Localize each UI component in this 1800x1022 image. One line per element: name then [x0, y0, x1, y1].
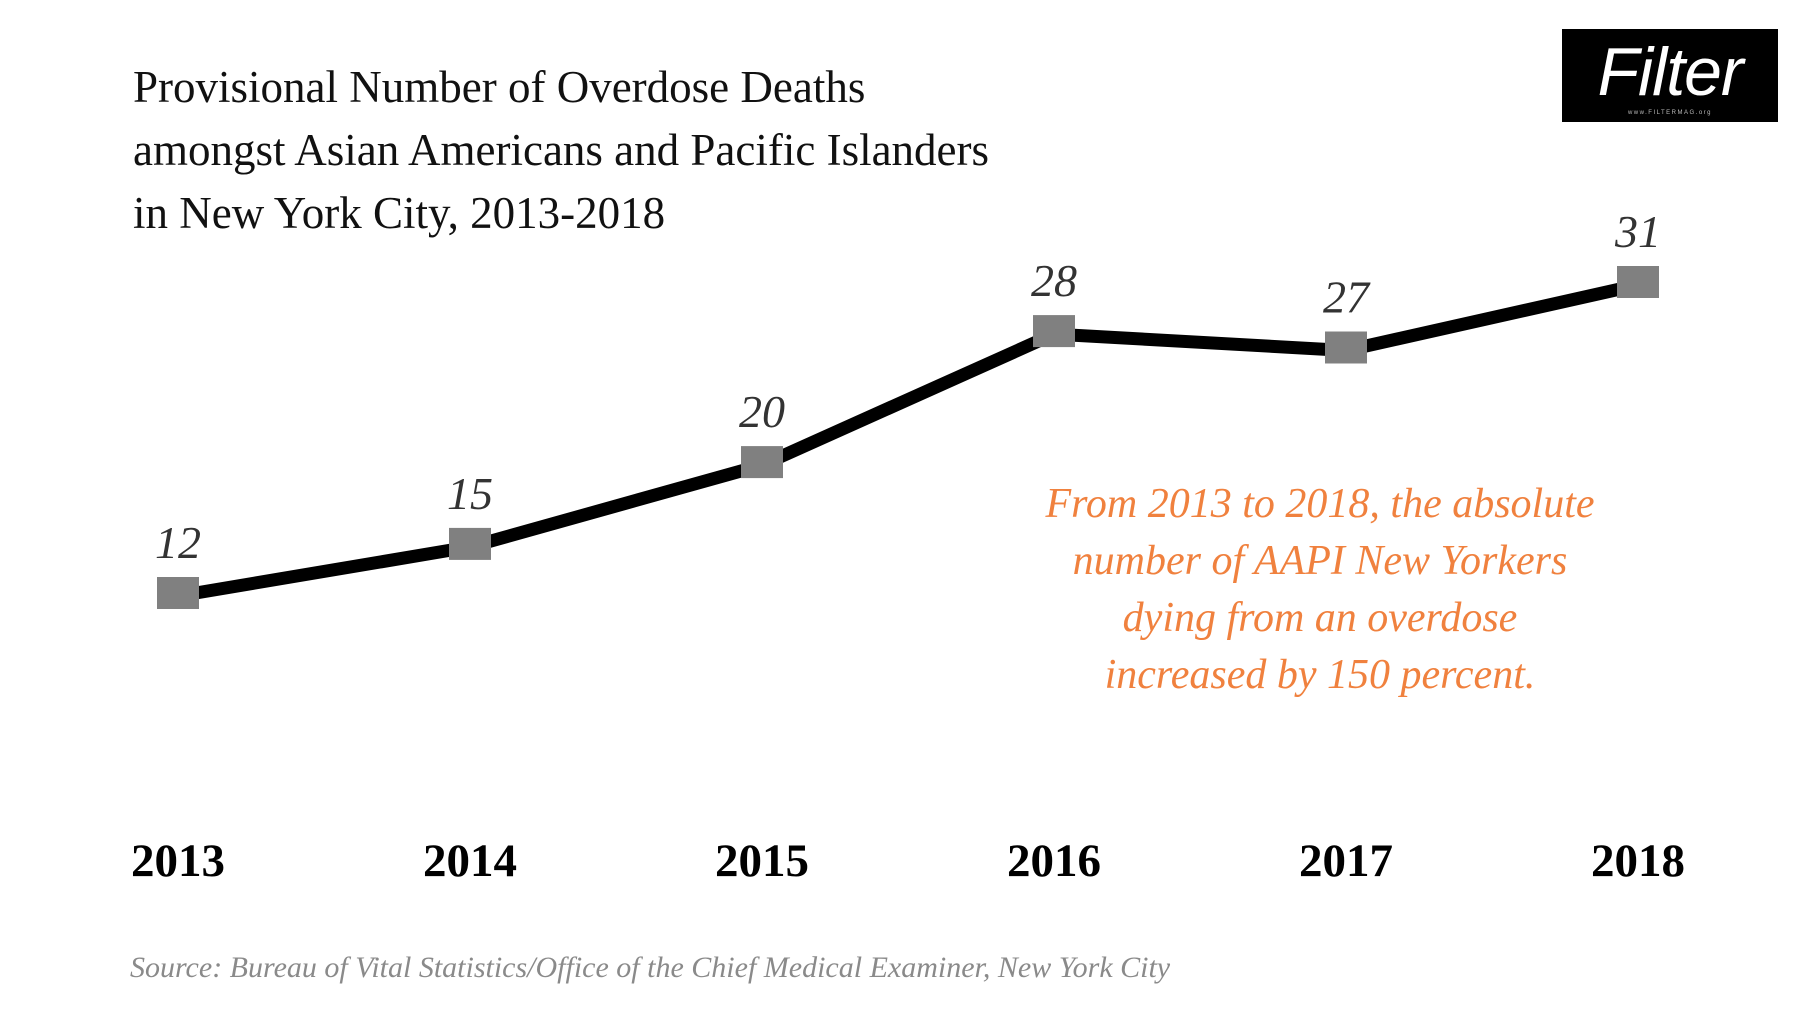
chart-title-line-2: amongst Asian Americans and Pacific Isla… — [133, 125, 990, 175]
x-tick-layer: 2013 2014 2015 2016 2017 2018 — [131, 835, 1685, 887]
data-label-layer: 12 15 20 28 27 31 — [155, 206, 1661, 568]
data-point-2016 — [1033, 315, 1075, 348]
x-tick-label-2017: 2017 — [1299, 835, 1393, 887]
x-tick-label-2018: 2018 — [1591, 835, 1685, 887]
annotation-line-2: number of AAPI New Yorkers — [1072, 538, 1568, 584]
data-point-2014 — [449, 527, 491, 560]
data-label-2015: 20 — [739, 386, 785, 437]
logo-wordmark: Filter — [1597, 34, 1743, 110]
chart-title-line-1: Provisional Number of Overdose Deaths — [133, 62, 866, 112]
series-line-layer — [176, 278, 1640, 603]
data-label-2013: 12 — [155, 517, 201, 568]
x-tick-label-2013: 2013 — [131, 835, 225, 887]
annotation-line-1: From 2013 to 2018, the absolute — [1045, 481, 1595, 527]
data-point-2013 — [157, 577, 199, 609]
annotation-line-3: dying from an overdose — [1122, 595, 1518, 641]
data-point-2015 — [741, 446, 783, 479]
x-tick-label-2016: 2016 — [1007, 835, 1101, 887]
x-tick-label-2015: 2015 — [715, 835, 809, 887]
data-label-2016: 28 — [1031, 255, 1077, 306]
data-label-2014: 15 — [447, 468, 493, 519]
data-label-2017: 27 — [1323, 272, 1371, 323]
annotation-line-4: increased by 150 percent. — [1104, 652, 1536, 698]
series-line — [176, 278, 1640, 603]
data-label-2018: 31 — [1614, 206, 1661, 257]
data-point-2017 — [1325, 331, 1367, 364]
source-note: Source: Bureau of Vital Statistics/Offic… — [130, 951, 1171, 984]
x-tick-label-2014: 2014 — [423, 835, 517, 887]
chart-annotation: From 2013 to 2018, the absolute number o… — [970, 476, 1670, 704]
data-point-2018 — [1617, 266, 1659, 298]
filter-logo: Filter www.FILTERMAG.org — [1562, 29, 1778, 122]
chart-title-line-3: in New York City, 2013-2018 — [133, 188, 666, 238]
marker-layer — [157, 266, 1659, 609]
chart-title: Provisional Number of Overdose Deaths am… — [133, 56, 1233, 245]
logo-tagline: www.FILTERMAG.org — [1627, 110, 1713, 116]
